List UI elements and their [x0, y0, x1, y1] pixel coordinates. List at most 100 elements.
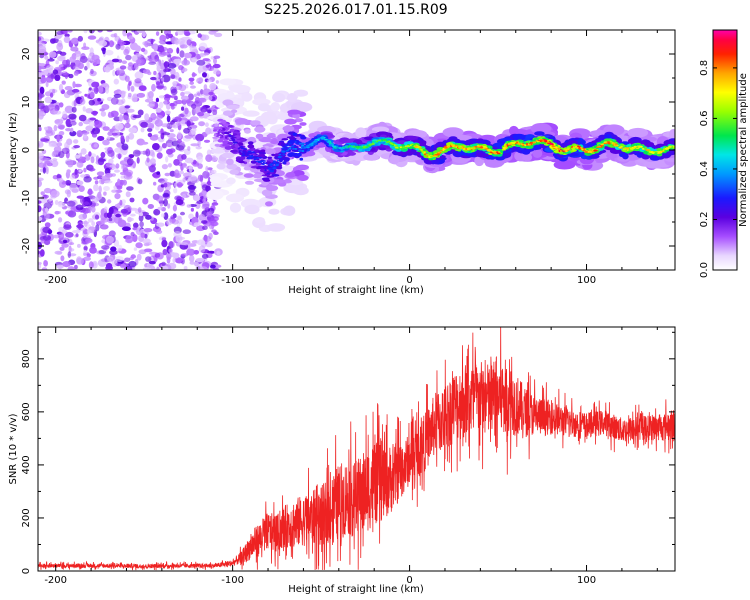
noise-blob [130, 231, 135, 237]
noise-blob [111, 189, 117, 193]
noise-blob [155, 97, 159, 103]
noise-blob [66, 169, 71, 174]
signal-blob [355, 127, 367, 138]
signal-blob [467, 148, 471, 150]
noise-blob [191, 58, 198, 63]
signal-blob [267, 165, 271, 167]
noise-blob [67, 161, 74, 168]
noise-blob [54, 210, 60, 215]
noise-blob [201, 220, 208, 224]
noise-blob [129, 217, 134, 222]
signal-blob [270, 102, 281, 112]
y-tick-label: 800 [21, 349, 32, 368]
noise-blob [169, 102, 175, 107]
noise-blob [49, 92, 54, 98]
signal-blob [627, 127, 649, 138]
noise-blob [58, 177, 64, 183]
noise-blob [155, 72, 159, 80]
noise-blob [127, 65, 134, 71]
noise-blob [83, 256, 91, 261]
noise-blob [91, 206, 96, 213]
noise-blob [178, 84, 187, 92]
signal-blob [288, 142, 292, 145]
noise-blob [122, 179, 127, 186]
noise-blob [116, 185, 123, 190]
noise-blob [39, 62, 46, 67]
noise-blob [48, 197, 53, 202]
noise-blob [165, 102, 171, 110]
noise-blob [203, 52, 210, 56]
spectrogram-x-ticks: -200 -100 0 100 [44, 30, 658, 286]
noise-blob [202, 235, 212, 242]
noise-blob [175, 99, 183, 105]
signal-blob [294, 148, 298, 150]
noise-blob [177, 131, 182, 140]
noise-blob [205, 165, 209, 172]
noise-blob [153, 134, 159, 138]
noise-blob [186, 248, 196, 256]
signal-blob [436, 153, 441, 156]
noise-blob [88, 30, 95, 34]
noise-blob [129, 197, 135, 203]
noise-blob [186, 204, 192, 208]
noise-blob [155, 81, 161, 86]
signal-blob [386, 141, 390, 143]
signal-blob [365, 147, 370, 151]
signal-blob [239, 153, 243, 156]
noise-blob [128, 260, 137, 268]
noise-blob [102, 47, 106, 55]
signal-blob [372, 142, 374, 145]
signal-blob [252, 173, 261, 179]
signal-blob [381, 138, 384, 141]
x-tick-label: 100 [577, 275, 596, 286]
signal-blob [525, 143, 529, 146]
signal-blob [243, 173, 254, 178]
signal-blob [666, 147, 669, 149]
noise-blob [196, 239, 206, 246]
noise-blob [64, 86, 73, 91]
signal-blob [213, 129, 217, 132]
noise-blob [205, 154, 213, 162]
noise-blob [148, 91, 154, 99]
noise-blob [65, 180, 72, 186]
noise-blob [58, 217, 63, 223]
noise-blob [163, 85, 167, 91]
noise-blob [170, 37, 179, 41]
noise-blob [63, 91, 71, 99]
signal-blob [206, 189, 224, 200]
noise-blob [65, 128, 72, 132]
signal-blob [211, 148, 225, 154]
noise-blob [146, 262, 151, 268]
noise-blob [50, 38, 56, 44]
noise-blob [207, 109, 212, 114]
noise-blob [118, 59, 123, 63]
noise-blob [107, 131, 114, 136]
noise-blob [67, 30, 73, 33]
noise-blob [58, 125, 65, 130]
noise-blob [104, 66, 111, 73]
signal-blob [275, 163, 280, 167]
noise-blob [93, 86, 99, 94]
signal-blob [584, 150, 588, 153]
signal-blob [238, 150, 243, 152]
noise-blob [159, 203, 163, 207]
noise-blob [163, 94, 172, 99]
signal-blob [215, 133, 218, 135]
noise-blob [110, 97, 119, 105]
noise-blob [62, 261, 71, 268]
noise-blob [135, 53, 142, 57]
noise-blob [196, 59, 206, 66]
signal-blob [250, 120, 261, 126]
noise-blob [214, 32, 223, 38]
signal-blob [288, 152, 296, 156]
signal-blob [495, 156, 505, 161]
signal-blob [266, 172, 270, 175]
noise-blob [142, 197, 149, 205]
signal-blob [228, 84, 251, 93]
noise-blob [170, 74, 176, 80]
noise-blob [170, 88, 178, 96]
noise-blob [145, 214, 152, 220]
noise-blob [38, 111, 44, 120]
noise-blob [73, 83, 83, 88]
signal-blob [229, 202, 242, 213]
